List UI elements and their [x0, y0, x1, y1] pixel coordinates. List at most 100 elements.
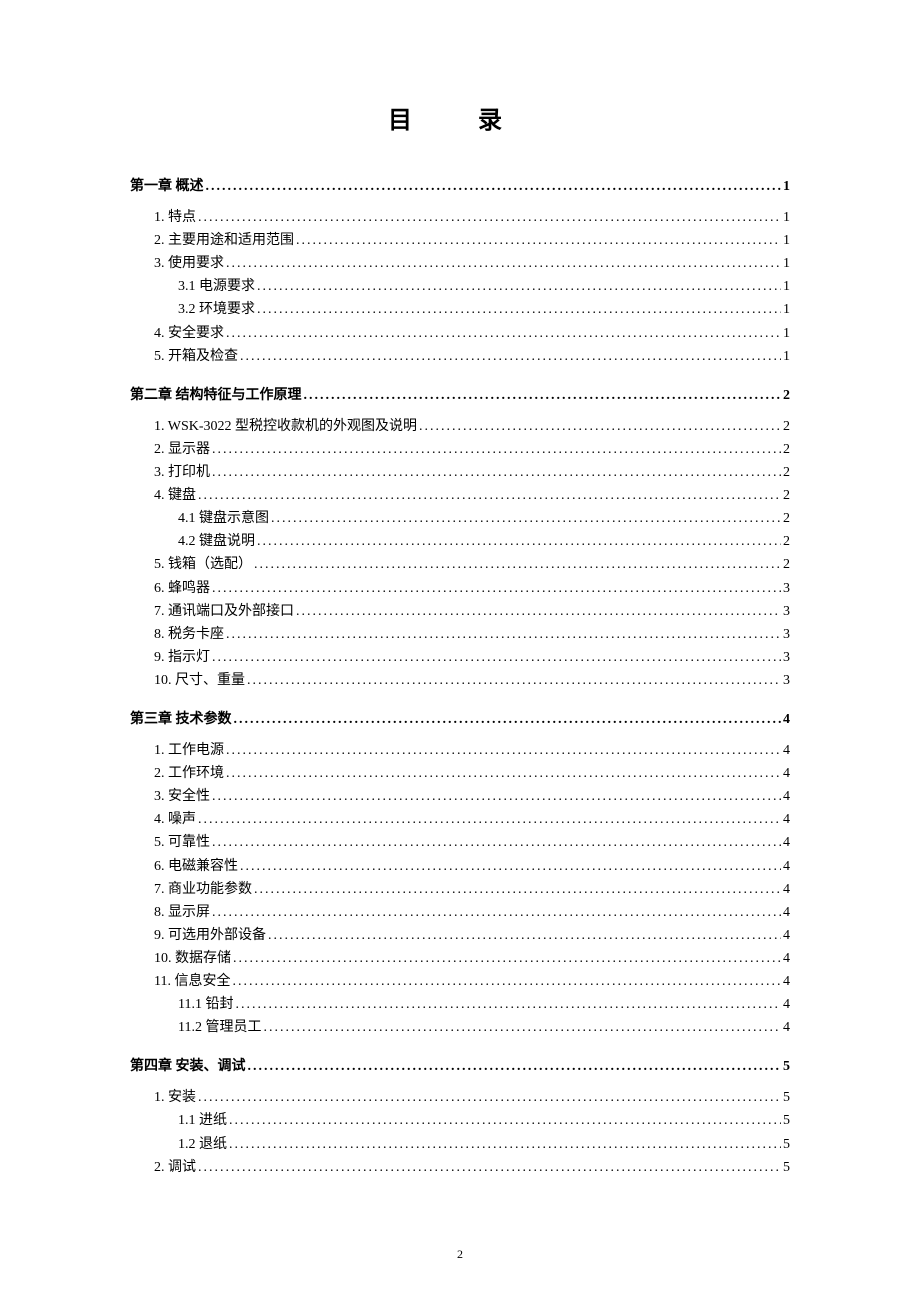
- toc-entry: 4. 键盘 2: [130, 484, 790, 507]
- toc-entry: 7. 商业功能参数4: [130, 878, 790, 901]
- toc-entry: 1.2 退纸5: [130, 1133, 790, 1156]
- toc-entry-page: 4: [783, 901, 790, 924]
- toc-leader-dots: [248, 1055, 782, 1078]
- toc-entry-label: 3. 打印机: [154, 461, 210, 484]
- toc-entry: 5. 开箱及检查1: [130, 345, 790, 368]
- toc-leader-dots: [212, 831, 781, 854]
- toc-leader-dots: [254, 553, 781, 576]
- toc-entry-label: 2. 调试: [154, 1156, 196, 1179]
- toc-entry: 4. 安全要求1: [130, 322, 790, 345]
- toc-entry-label: 4. 键盘: [154, 484, 196, 507]
- toc-entry-label: 6. 蜂鸣器: [154, 577, 210, 600]
- toc-entry-label: 9. 指示灯: [154, 646, 210, 669]
- toc-entry-label: 第一章 概述: [130, 175, 204, 198]
- toc-leader-dots: [212, 901, 781, 924]
- toc-entry-page: 1: [783, 229, 790, 252]
- toc-entry: 1. WSK-3022 型税控收款机的外观图及说明 2: [130, 415, 790, 438]
- toc-entry-page: 4: [783, 762, 790, 785]
- toc-leader-dots: [226, 762, 781, 785]
- toc-entry: 6. 蜂鸣器3: [130, 577, 790, 600]
- toc-entry: 2. 工作环境 4: [130, 762, 790, 785]
- toc-entry: 1. 工作电源4: [130, 739, 790, 762]
- toc-entry: 第一章 概述1: [130, 175, 790, 198]
- toc-entry: 8. 显示屏4: [130, 901, 790, 924]
- toc-leader-dots: [198, 808, 781, 831]
- toc-leader-dots: [257, 530, 781, 553]
- toc-leader-dots: [304, 384, 782, 407]
- toc-entry-page: 5: [783, 1055, 790, 1078]
- toc-entry-page: 4: [783, 924, 790, 947]
- toc-entry: 4.1 键盘示意图2: [130, 507, 790, 530]
- toc-entry-label: 第四章 安装、调试: [130, 1055, 246, 1078]
- toc-leader-dots: [233, 947, 781, 970]
- toc-entry-page: 5: [783, 1109, 790, 1132]
- toc-entry-label: 4. 噪声: [154, 808, 196, 831]
- toc-entry: 2. 调试5: [130, 1156, 790, 1179]
- toc-entry-page: 1: [783, 206, 790, 229]
- toc-entry-label: 4.2 键盘说明: [178, 530, 255, 553]
- toc-entry-page: 2: [783, 484, 790, 507]
- toc-leader-dots: [226, 739, 781, 762]
- toc-entry: 5. 可靠性4: [130, 831, 790, 854]
- toc-leader-dots: [296, 600, 781, 623]
- toc-entry-label: 3.2 环境要求: [178, 298, 255, 321]
- toc-entry-page: 4: [783, 855, 790, 878]
- toc-leader-dots: [212, 461, 781, 484]
- toc-entry: 第四章 安装、调试 5: [130, 1055, 790, 1078]
- toc-entry-label: 1. 特点: [154, 206, 196, 229]
- toc-entry-page: 2: [783, 415, 790, 438]
- toc-entry-page: 4: [783, 970, 790, 993]
- toc-entry-page: 1: [783, 298, 790, 321]
- toc-entry: 1. 安装5: [130, 1086, 790, 1109]
- toc-leader-dots: [212, 646, 781, 669]
- toc-entry-label: 10. 数据存储: [154, 947, 231, 970]
- toc-entry: 10. 尺寸、重量 3: [130, 669, 790, 692]
- toc-entry-page: 4: [783, 739, 790, 762]
- toc-entry: 11.2 管理员工4: [130, 1016, 790, 1039]
- toc-entry: 10. 数据存储4: [130, 947, 790, 970]
- toc-leader-dots: [240, 855, 781, 878]
- toc-entry-label: 2. 主要用途和适用范围: [154, 229, 294, 252]
- toc-leader-dots: [229, 1109, 781, 1132]
- toc-entry: 2. 主要用途和适用范围 1: [130, 229, 790, 252]
- toc-leader-dots: [254, 878, 781, 901]
- toc-entry: 6. 电磁兼容性4: [130, 855, 790, 878]
- toc-entry-page: 3: [783, 669, 790, 692]
- toc-entry: 11.1 铅封4: [130, 993, 790, 1016]
- toc-leader-dots: [296, 229, 781, 252]
- toc-entry-label: 2. 显示器: [154, 438, 210, 461]
- toc-entry: 3. 安全性4: [130, 785, 790, 808]
- toc-title: 目 录: [130, 100, 790, 135]
- toc-entry-page: 1: [783, 275, 790, 298]
- toc-entry: 4. 噪声4: [130, 808, 790, 831]
- toc-entry: 3.1 电源要求 1: [130, 275, 790, 298]
- toc-entry-page: 1: [783, 252, 790, 275]
- toc-leader-dots: [198, 484, 781, 507]
- toc-entry-label: 1.2 退纸: [178, 1133, 227, 1156]
- toc-entry-label: 4. 安全要求: [154, 322, 224, 345]
- toc-entry-page: 1: [783, 345, 790, 368]
- toc-leader-dots: [198, 206, 781, 229]
- toc-leader-dots: [247, 669, 781, 692]
- toc-leader-dots: [271, 507, 781, 530]
- toc-leader-dots: [419, 415, 781, 438]
- toc-leader-dots: [229, 1133, 781, 1156]
- toc-leader-dots: [198, 1156, 781, 1179]
- toc-entry-page: 2: [783, 530, 790, 553]
- toc-entry-page: 5: [783, 1086, 790, 1109]
- toc-entry-label: 1. WSK-3022 型税控收款机的外观图及说明: [154, 415, 417, 438]
- toc-entry-label: 3. 使用要求: [154, 252, 224, 275]
- toc-entry-label: 11.2 管理员工: [178, 1016, 261, 1039]
- page-number: 2: [457, 1247, 463, 1262]
- toc-entry-label: 8. 税务卡座: [154, 623, 224, 646]
- toc-entry-page: 2: [783, 438, 790, 461]
- toc-leader-dots: [226, 623, 781, 646]
- toc-entry-label: 3.1 电源要求: [178, 275, 255, 298]
- toc-leader-dots: [212, 785, 781, 808]
- toc-leader-dots: [268, 924, 781, 947]
- toc-entry-label: 10. 尺寸、重量: [154, 669, 245, 692]
- toc-entry: 3. 打印机2: [130, 461, 790, 484]
- toc-leader-dots: [257, 275, 781, 298]
- toc-entry-label: 2. 工作环境: [154, 762, 224, 785]
- toc-entry: 8. 税务卡座3: [130, 623, 790, 646]
